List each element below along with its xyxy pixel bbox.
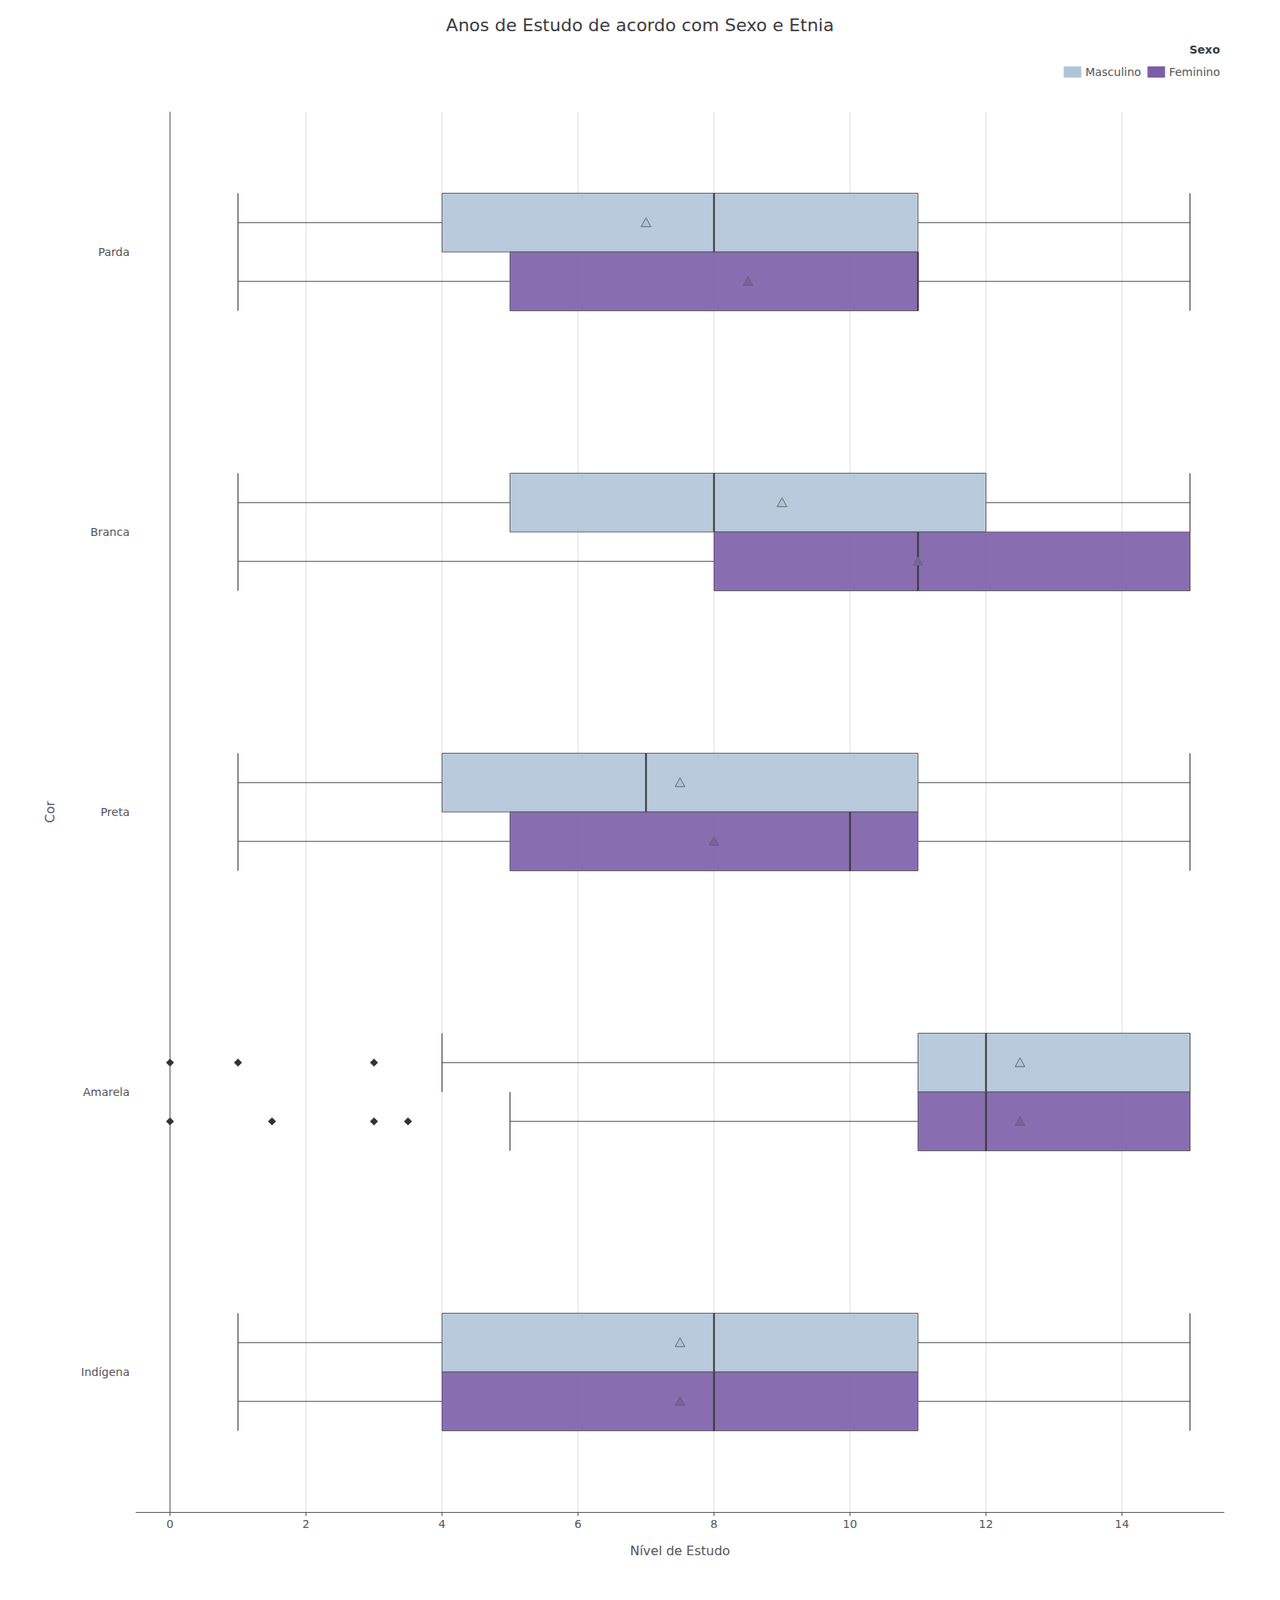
- svg-text:4: 4: [438, 1517, 446, 1531]
- svg-text:Masculino: Masculino: [1085, 65, 1142, 79]
- svg-text:Amarela: Amarela: [83, 1085, 130, 1099]
- svg-text:14: 14: [1115, 1517, 1130, 1531]
- svg-text:Indígena: Indígena: [80, 1365, 130, 1379]
- svg-text:10: 10: [843, 1517, 858, 1531]
- svg-text:6: 6: [574, 1517, 582, 1531]
- svg-text:Parda: Parda: [98, 245, 130, 259]
- svg-text:Feminino: Feminino: [1168, 65, 1220, 79]
- svg-text:2: 2: [302, 1517, 310, 1531]
- svg-text:Nível de Estudo: Nível de Estudo: [629, 1543, 730, 1559]
- svg-text:0: 0: [166, 1517, 174, 1531]
- svg-text:8: 8: [710, 1517, 718, 1531]
- svg-text:Cor: Cor: [42, 800, 58, 824]
- svg-text:12: 12: [979, 1517, 994, 1531]
- svg-text:Sexo: Sexo: [1189, 43, 1221, 56]
- svg-text:Branca: Branca: [90, 525, 130, 539]
- svg-text:Anos de Estudo de acordo com S: Anos de Estudo de acordo com Sexo e Etni…: [446, 15, 835, 36]
- svg-text:Preta: Preta: [100, 805, 130, 819]
